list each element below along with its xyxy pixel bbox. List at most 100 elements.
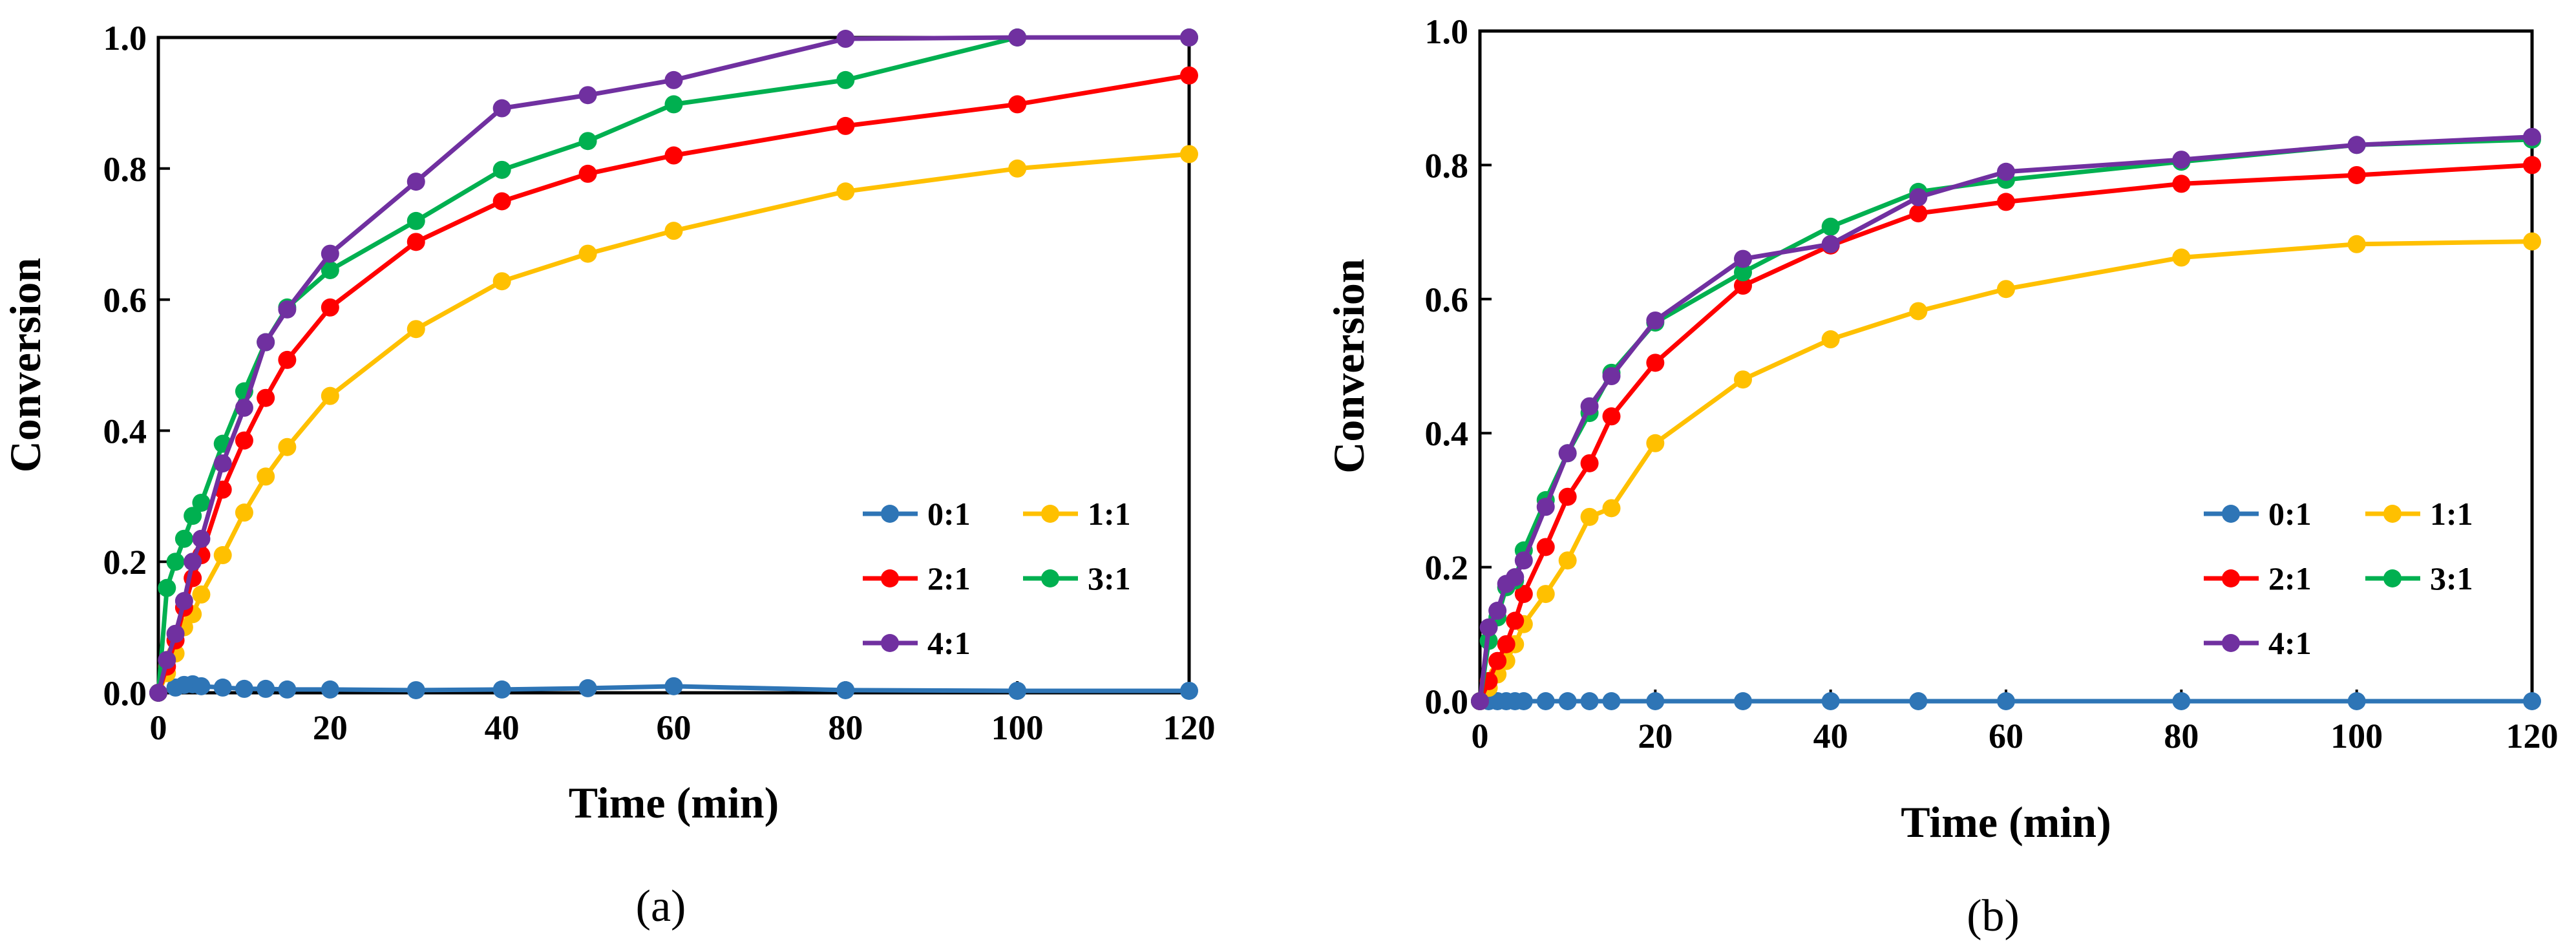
x-tick-label: 100: [2330, 717, 2383, 755]
data-point: [1997, 193, 2015, 211]
data-point: [492, 160, 511, 179]
data-point: [664, 146, 683, 165]
data-point: [2523, 127, 2541, 146]
data-point: [1580, 692, 1599, 710]
data-point: [257, 467, 275, 486]
data-point: [192, 493, 211, 512]
data-point: [1997, 692, 2015, 710]
data-point: [278, 680, 297, 699]
data-point: [1734, 370, 1752, 389]
data-point: [492, 680, 511, 699]
x-tick-label: 20: [1638, 717, 1673, 755]
legend-swatch-marker: [2383, 569, 2402, 587]
legend: 0:1 1:1 2:1 3:1 4:1: [2204, 496, 2473, 661]
data-point: [1497, 635, 1515, 653]
data-point: [1821, 217, 1840, 236]
x-axis-title: Time (min): [569, 778, 779, 827]
data-point: [1734, 692, 1752, 710]
data-point: [1734, 263, 1752, 282]
data-point: [1558, 444, 1577, 463]
data-point: [278, 350, 297, 369]
data-point: [578, 132, 597, 151]
y-tick-label: 0.4: [103, 412, 147, 450]
data-point: [235, 679, 253, 698]
legend-label: 0:1: [927, 496, 971, 532]
legend-swatch-marker: [881, 505, 899, 523]
data-point: [1471, 692, 1489, 710]
series-3-1: [1471, 130, 2541, 710]
data-point: [174, 592, 193, 611]
x-tick-label: 120: [2506, 717, 2559, 755]
data-point: [1008, 159, 1027, 178]
data-point: [1646, 692, 1665, 710]
data-point: [1646, 434, 1665, 452]
data-point: [2172, 248, 2191, 267]
y-axis-title: Conversion: [1, 258, 50, 472]
legend-label: 0:1: [2268, 496, 2312, 532]
y-axis-title: Conversion: [1324, 259, 1373, 473]
data-point: [1646, 311, 1665, 330]
data-point: [1602, 407, 1621, 426]
legend-swatch-marker: [2222, 634, 2240, 652]
data-point: [2523, 156, 2541, 174]
data-point: [2347, 235, 2366, 253]
data-point: [1008, 28, 1027, 47]
data-point: [213, 546, 232, 565]
data-point: [278, 300, 297, 319]
data-point: [1580, 507, 1599, 526]
legend-label: 4:1: [927, 625, 971, 661]
data-point: [492, 192, 511, 211]
data-point: [1909, 302, 1928, 321]
x-tick-label: 0: [1472, 717, 1489, 755]
legend-label: 1:1: [2430, 496, 2473, 532]
legend-swatch-marker: [2222, 569, 2240, 587]
series-4-1: [1471, 127, 2541, 710]
series-line: [1477, 137, 2533, 702]
data-point: [1180, 681, 1198, 700]
y-tick-label: 0.6: [1425, 280, 1469, 319]
legend-label: 2:1: [2268, 560, 2312, 596]
panel-caption: (a): [636, 881, 686, 931]
data-point: [321, 298, 339, 317]
data-point: [1479, 618, 1498, 637]
data-point: [406, 211, 425, 230]
data-point: [321, 260, 339, 279]
data-point: [836, 30, 855, 48]
data-point: [492, 272, 511, 291]
data-point: [1602, 367, 1621, 386]
series-line: [1477, 134, 2533, 702]
series-4-1: [149, 28, 1198, 702]
data-point: [1997, 162, 2015, 181]
data-point: [257, 388, 275, 407]
data-point: [1514, 692, 1533, 710]
data-point: [836, 70, 855, 89]
series-3-1: [149, 28, 1198, 702]
data-point: [1514, 585, 1533, 604]
x-tick-label: 60: [1989, 717, 2023, 755]
data-point: [158, 651, 176, 670]
data-point: [158, 578, 176, 597]
data-point: [1997, 280, 2015, 299]
data-point: [2347, 165, 2366, 184]
data-point: [1488, 602, 1507, 620]
plot-area: [156, 36, 1191, 695]
legend-swatch-marker: [2222, 505, 2240, 523]
data-point: [1821, 330, 1840, 349]
data-point: [664, 70, 683, 89]
data-point: [664, 222, 683, 240]
data-point: [1821, 692, 1840, 710]
legend-label: 3:1: [2430, 560, 2473, 596]
series-line: [156, 35, 1189, 693]
data-point: [2172, 151, 2191, 169]
data-point: [664, 95, 683, 114]
data-point: [836, 182, 855, 201]
x-tick-label: 40: [1813, 717, 1848, 755]
x-tick-label: 120: [1163, 708, 1216, 747]
data-point: [2523, 232, 2541, 251]
y-tick-label: 1.0: [103, 19, 147, 58]
data-point: [257, 679, 275, 698]
y-tick-label: 0.8: [1425, 146, 1469, 185]
data-point: [235, 398, 253, 417]
x-tick-label: 60: [657, 708, 692, 747]
data-point: [235, 431, 253, 450]
